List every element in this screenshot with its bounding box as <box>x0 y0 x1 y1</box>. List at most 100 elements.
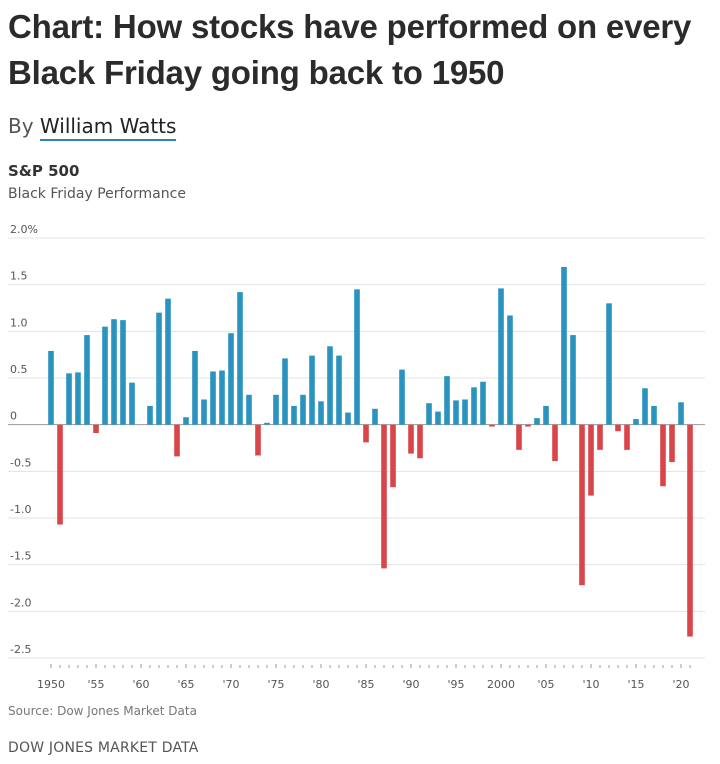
bar-1959 <box>129 382 135 425</box>
bar-1969 <box>219 370 225 425</box>
bar-2009 <box>579 424 585 586</box>
bar-2006 <box>552 424 558 462</box>
footer-brand: DOW JONES MARKET DATA <box>8 740 199 756</box>
bar-1978 <box>300 394 306 425</box>
bar-2013 <box>615 424 621 432</box>
bar-1980 <box>318 401 324 425</box>
bar-1974 <box>264 422 270 425</box>
bar-1962 <box>156 312 162 425</box>
bar-2007 <box>561 266 567 425</box>
headline: Chart: How stocks have performed on ever… <box>8 8 692 91</box>
bar-2020 <box>678 402 684 425</box>
bar-2015 <box>633 419 639 425</box>
bar-1985 <box>363 424 369 443</box>
bar-1961 <box>147 406 153 425</box>
bar-1967 <box>201 399 207 425</box>
bar-1951 <box>57 424 63 525</box>
bar-1986 <box>372 408 378 425</box>
x-tick-label: '95 <box>447 678 464 691</box>
byline-prefix: By <box>8 114 34 138</box>
chart-title: S&P 500 <box>8 162 80 180</box>
bar-1953 <box>75 372 81 425</box>
bar-1971 <box>237 292 243 425</box>
bar-1984 <box>354 289 360 425</box>
bar-1989 <box>399 369 405 425</box>
y-tick-label: -2.5 <box>10 643 31 656</box>
byline: By William Watts <box>8 114 177 141</box>
bar-2000 <box>498 288 504 425</box>
x-tick-label: '90 <box>402 678 419 691</box>
bar-1970 <box>228 333 234 425</box>
y-tick-label: 0 <box>10 410 17 423</box>
bar-1988 <box>390 424 396 488</box>
bar-2004 <box>534 418 540 425</box>
bar-1963 <box>165 298 171 425</box>
bar-1975 <box>273 394 279 425</box>
y-tick-label: 2.0% <box>10 223 38 236</box>
bar-1982 <box>336 355 342 425</box>
y-tick-label: 1.5 <box>10 270 28 283</box>
bar-1994 <box>444 376 450 425</box>
bar-1957 <box>111 319 117 425</box>
bar-1981 <box>327 346 333 425</box>
x-tick-label: 2000 <box>487 678 515 691</box>
bar-2019 <box>669 424 675 462</box>
bar-1964 <box>174 424 180 457</box>
bar-2016 <box>642 388 648 425</box>
bar-1990 <box>408 424 414 454</box>
bar-2005 <box>543 406 549 425</box>
bars <box>48 266 693 637</box>
bar-2014 <box>624 424 630 450</box>
bar-1956 <box>102 326 108 425</box>
y-tick-label: -2.0 <box>10 596 31 609</box>
x-tick-label: '85 <box>357 678 374 691</box>
bar-2008 <box>570 335 576 425</box>
bar-1973 <box>255 424 261 456</box>
bar-2017 <box>651 406 657 425</box>
bar-1999 <box>489 424 495 427</box>
bar-1952 <box>66 373 72 425</box>
bar-1991 <box>417 424 423 459</box>
x-tick-label: '05 <box>537 678 554 691</box>
x-tick-label: '75 <box>267 678 284 691</box>
y-tick-label: 1.0 <box>10 316 28 329</box>
bar-1977 <box>291 406 297 425</box>
x-tick-label: '20 <box>672 678 689 691</box>
chart-subtitle: Black Friday Performance <box>8 186 186 202</box>
x-axis: 1950 '55 '60 '65 '70 '75 '80 '85 '90 '95 2000 '05 '1… <box>37 664 691 691</box>
bar-1954 <box>84 335 90 425</box>
y-tick-label: -1.5 <box>10 550 31 563</box>
bar-2012 <box>606 303 612 425</box>
bar-2002 <box>516 424 522 450</box>
bar-2010 <box>588 424 594 496</box>
bar-2011 <box>597 424 603 450</box>
bar-1987 <box>381 424 387 569</box>
author-link[interactable]: William Watts <box>39 114 177 141</box>
y-tick-label: 0.5 <box>10 363 28 376</box>
bar-1968 <box>210 371 216 425</box>
bar-2001 <box>507 315 513 425</box>
x-tick-label: '80 <box>312 678 329 691</box>
bar-2003 <box>525 424 531 427</box>
bar-chart: 2.0% 1.5 1.0 0.5 0 -0.5 -1.0 -1.5 -2.0 -2.5 1950 '… <box>8 223 705 691</box>
x-tick-label: '70 <box>222 678 239 691</box>
x-tick-label: '55 <box>87 678 104 691</box>
x-tick-label: 1950 <box>37 678 65 691</box>
bar-1998 <box>480 381 486 425</box>
x-tick-label: '65 <box>177 678 194 691</box>
y-tick-label: -1.0 <box>10 503 31 516</box>
bar-1983 <box>345 412 351 425</box>
x-tick-label: '60 <box>132 678 149 691</box>
bar-1996 <box>462 399 468 425</box>
bar-1966 <box>192 350 198 425</box>
bar-1979 <box>309 355 315 425</box>
bar-1995 <box>453 400 459 425</box>
bar-1950 <box>48 350 54 425</box>
bar-1997 <box>471 387 477 425</box>
source-note: Source: Dow Jones Market Data <box>8 704 197 718</box>
bar-1958 <box>120 320 126 425</box>
x-tick-label: '10 <box>582 678 599 691</box>
bar-1992 <box>426 403 432 425</box>
bar-1976 <box>282 358 288 425</box>
bar-1965 <box>183 417 189 425</box>
